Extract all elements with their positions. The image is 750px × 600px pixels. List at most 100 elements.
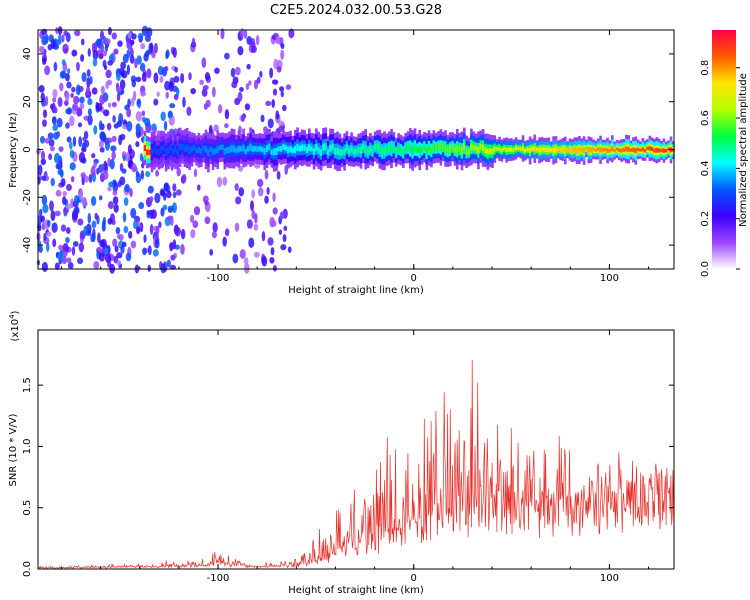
ridge-cell bbox=[634, 148, 638, 154]
noise-cell bbox=[65, 236, 70, 244]
noise-cell bbox=[173, 75, 180, 83]
ridge-cell bbox=[282, 143, 285, 150]
ridge-cell bbox=[293, 146, 297, 154]
ridge-cell bbox=[209, 146, 213, 152]
noise-cell bbox=[278, 120, 285, 127]
noise-cell bbox=[69, 149, 75, 159]
ridge-cell bbox=[261, 146, 264, 153]
colorbar-tick-label: 0.2 bbox=[700, 211, 711, 227]
noise-cell bbox=[202, 84, 209, 91]
noise-cell bbox=[73, 207, 80, 215]
ridge-cell bbox=[533, 146, 537, 152]
ridge-cell bbox=[653, 148, 656, 153]
noise-cell bbox=[211, 86, 216, 98]
ridge-cell bbox=[564, 148, 567, 153]
ridge-cell bbox=[232, 145, 236, 153]
noise-cell bbox=[135, 141, 140, 148]
noise-cell bbox=[142, 247, 147, 256]
noise-cell bbox=[103, 65, 108, 71]
noise-cell bbox=[108, 54, 115, 62]
noise-cell bbox=[91, 87, 98, 95]
noise-cell bbox=[165, 91, 169, 99]
ridge-cell bbox=[599, 147, 602, 153]
noise-cell bbox=[118, 113, 124, 124]
noise-cell bbox=[174, 226, 181, 237]
ridge-cell bbox=[474, 145, 478, 152]
ridge-cell bbox=[484, 147, 487, 154]
noise-cell bbox=[134, 58, 138, 69]
noise-cell bbox=[144, 117, 151, 127]
noise-cell bbox=[246, 36, 252, 45]
ridge-cell bbox=[596, 147, 600, 151]
ridge-cell bbox=[216, 146, 220, 154]
noise-cell bbox=[93, 125, 98, 135]
ridge-cell bbox=[615, 147, 619, 151]
noise-cell bbox=[95, 38, 102, 47]
noise-cell bbox=[128, 230, 133, 239]
noise-cell bbox=[135, 226, 141, 235]
noise-cell bbox=[42, 109, 48, 119]
noise-cell bbox=[154, 192, 161, 204]
noise-cell bbox=[246, 219, 253, 229]
noise-cell bbox=[81, 141, 86, 152]
noise-cell bbox=[119, 79, 126, 90]
noise-cell bbox=[63, 207, 70, 214]
noise-cell bbox=[251, 189, 256, 199]
noise-cell bbox=[64, 99, 69, 107]
noise-cell bbox=[61, 59, 66, 66]
ridge-cell bbox=[439, 144, 443, 151]
noise-cell bbox=[265, 100, 272, 107]
noise-cell bbox=[153, 72, 159, 84]
ridge-cell bbox=[237, 145, 241, 153]
ridge-cell bbox=[517, 146, 520, 150]
noise-cell bbox=[146, 68, 152, 79]
noise-cell bbox=[238, 187, 245, 197]
ridge-cell bbox=[329, 144, 332, 152]
noise-cell bbox=[154, 239, 160, 249]
noise-cell bbox=[61, 34, 65, 43]
snr-frame bbox=[37, 329, 675, 570]
ridge-cell bbox=[571, 148, 574, 153]
noise-cell bbox=[67, 68, 71, 74]
ridge-cell bbox=[502, 146, 506, 151]
noise-cell bbox=[38, 46, 43, 53]
noise-cell bbox=[253, 223, 259, 231]
ridge-cell bbox=[343, 148, 346, 156]
noise-cell bbox=[278, 229, 283, 235]
ridge-cell bbox=[181, 143, 184, 150]
ridge-cell bbox=[444, 145, 447, 152]
noise-cell bbox=[254, 212, 258, 224]
noise-cell bbox=[280, 43, 285, 49]
ridge-cell bbox=[538, 148, 541, 153]
noise-cell bbox=[84, 175, 89, 183]
noise-cell bbox=[264, 195, 269, 204]
noise-cell bbox=[144, 35, 151, 43]
noise-cell bbox=[79, 96, 85, 104]
noise-cell bbox=[254, 251, 260, 258]
ridge-cell bbox=[458, 146, 461, 152]
noise-cell bbox=[71, 86, 76, 93]
ridge-cell bbox=[315, 144, 318, 151]
noise-cell bbox=[188, 72, 192, 81]
ridge-cell bbox=[397, 145, 400, 152]
ridge-cell bbox=[322, 143, 325, 151]
ridge-cell bbox=[547, 147, 551, 152]
noise-cell bbox=[172, 183, 177, 192]
noise-cell bbox=[101, 163, 105, 172]
noise-cell bbox=[220, 28, 225, 40]
noise-cell bbox=[275, 34, 281, 45]
ridge-cell bbox=[254, 145, 257, 152]
noise-cell bbox=[180, 244, 185, 255]
noise-cell bbox=[38, 164, 43, 175]
noise-cell bbox=[250, 200, 254, 212]
noise-cell bbox=[138, 201, 145, 210]
ridge-cell bbox=[413, 144, 417, 152]
noise-cell bbox=[285, 84, 292, 90]
ridge-cell bbox=[265, 145, 269, 153]
noise-cell bbox=[112, 238, 118, 248]
noise-cell bbox=[267, 237, 274, 246]
noise-cell bbox=[191, 37, 196, 47]
ridge-cell bbox=[352, 148, 356, 155]
ridge-cell bbox=[326, 149, 330, 156]
noise-cell bbox=[282, 234, 287, 243]
